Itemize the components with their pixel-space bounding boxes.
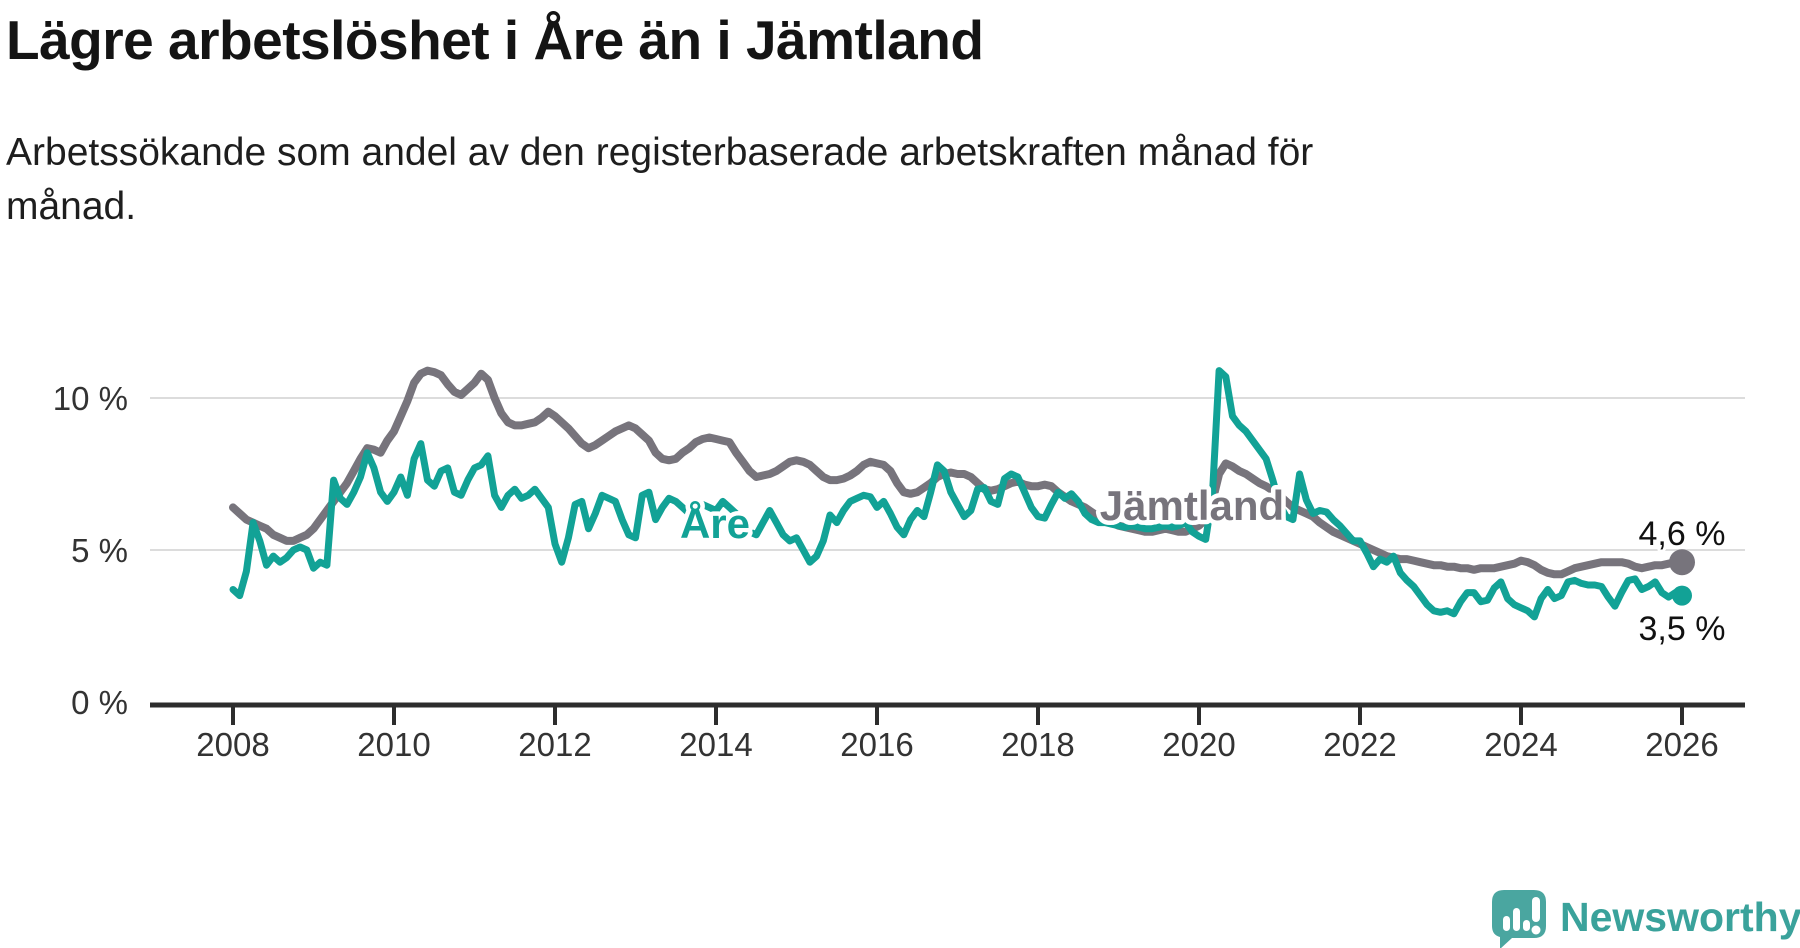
x-axis-labels: 2008 2010 2012 2014 2016 2018 2020 2022 … [196, 726, 1718, 763]
jamtland-line [229, 366, 1686, 579]
jamtland-series-label: Jämtland [1100, 482, 1284, 529]
subtitle-line-2: månad. [6, 185, 137, 228]
jamtland-end-dot [1669, 549, 1695, 576]
x-axis-ticks [231, 707, 1684, 725]
x-tick-label: 2026 [1645, 726, 1718, 763]
jamtland-end-value-label: 4,6 % [1639, 515, 1726, 553]
y-tick-label-0: 0 % [71, 684, 128, 721]
are-end-value-label: 3,5 % [1639, 610, 1726, 648]
newsworthy-pin-icon [1492, 890, 1546, 948]
x-tick-label: 2016 [840, 726, 913, 763]
x-tick-label: 2018 [1001, 726, 1074, 763]
x-tick-label: 2022 [1323, 726, 1396, 763]
page-subtitle: Arbetssökande som andel av den registerb… [6, 126, 1566, 234]
y-tick-label-5: 5 % [71, 532, 128, 569]
newsworthy-logo[interactable]: Newsworthy [1492, 890, 1800, 948]
page-title: Lägre arbetslöshet i Åre än i Jämtland [6, 9, 984, 71]
x-tick-label: 2010 [357, 726, 430, 763]
subtitle-line-1: Arbetssökande som andel av den registerb… [6, 131, 1314, 174]
x-tick-label: 2014 [679, 726, 752, 763]
x-tick-label: 2024 [1484, 726, 1557, 763]
x-tick-label: 2008 [196, 726, 269, 763]
y-tick-label-10: 10 % [53, 380, 128, 417]
x-tick-label: 2020 [1162, 726, 1235, 763]
are-end-dot [1672, 585, 1692, 606]
newsworthy-logo-text: Newsworthy [1560, 894, 1800, 940]
x-tick-label: 2012 [518, 726, 591, 763]
are-series-label: Åre [680, 500, 750, 547]
are-line [229, 367, 1686, 621]
